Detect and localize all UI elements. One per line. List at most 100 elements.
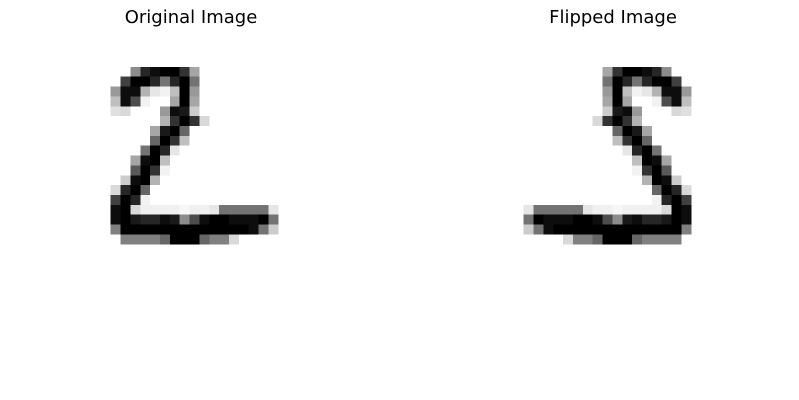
flipped-pixel xyxy=(651,155,662,166)
original-pixel xyxy=(189,204,200,215)
original-pixel xyxy=(120,106,131,117)
original-pixel xyxy=(110,106,121,117)
flipped-pixel xyxy=(671,195,682,205)
flipped-pixel xyxy=(651,195,662,205)
flipped-pixel xyxy=(632,135,642,146)
original-pixel xyxy=(150,155,160,166)
flipped-pixel xyxy=(602,96,613,107)
flipped-image xyxy=(523,66,692,245)
original-pixel xyxy=(169,66,180,77)
flipped-pixel xyxy=(651,185,662,195)
flipped-pixel xyxy=(602,224,613,235)
flipped-pixel xyxy=(523,204,534,215)
flipped-image-title: Flipped Image xyxy=(549,7,677,28)
flipped-pixel xyxy=(632,126,642,136)
flipped-pixel xyxy=(523,214,534,225)
original-pixel xyxy=(110,195,121,205)
flipped-pixel xyxy=(661,224,672,235)
flipped-pixel xyxy=(612,106,623,117)
original-pixel xyxy=(140,165,151,176)
flipped-pixel xyxy=(622,126,633,136)
original-pixel xyxy=(150,135,160,146)
original-pixel xyxy=(150,234,160,245)
original-image xyxy=(110,66,279,245)
flipped-pixel xyxy=(602,66,613,77)
original-pixel xyxy=(160,116,170,126)
original-pixel xyxy=(130,165,141,176)
flipped-pixel xyxy=(671,224,682,235)
original-pixel xyxy=(120,224,131,235)
flipped-pixel xyxy=(671,234,682,245)
original-pixel xyxy=(229,224,239,235)
flipped-pixel xyxy=(592,116,603,126)
flipped-pixel xyxy=(612,214,623,225)
original-pixel xyxy=(199,234,210,245)
flipped-pixel xyxy=(681,86,692,97)
original-pixel xyxy=(130,96,141,107)
original-pixel xyxy=(169,76,180,87)
original-pixel xyxy=(110,204,121,215)
flipped-pixel xyxy=(592,214,603,225)
flipped-pixel xyxy=(632,66,642,77)
flipped-pixel xyxy=(632,86,642,97)
original-pixel xyxy=(150,76,160,87)
flipped-pixel xyxy=(671,106,682,117)
flipped-pixel xyxy=(573,204,583,215)
original-pixel xyxy=(268,214,279,225)
original-pixel xyxy=(179,96,190,107)
flipped-pixel xyxy=(642,155,652,166)
original-pixel xyxy=(130,76,141,87)
original-pixel xyxy=(130,214,141,225)
flipped-pixel xyxy=(681,204,692,215)
original-pixel xyxy=(160,76,170,87)
flipped-pixel xyxy=(661,165,672,176)
flipped-pixel xyxy=(632,165,642,176)
original-pixel xyxy=(160,106,170,117)
flipped-pixel xyxy=(622,96,633,107)
flipped-pixel xyxy=(543,224,554,235)
original-pixel xyxy=(140,204,151,215)
flipped-pixel xyxy=(612,76,623,87)
original-pixel xyxy=(160,214,170,225)
flipped-pixel xyxy=(563,224,573,235)
flipped-pixel xyxy=(573,224,583,235)
flipped-pixel xyxy=(661,204,672,215)
flipped-pixel xyxy=(671,214,682,225)
flipped-pixel xyxy=(642,86,652,97)
original-pixel xyxy=(238,224,249,235)
original-pixel xyxy=(169,224,180,235)
original-pixel xyxy=(130,185,141,195)
original-pixel xyxy=(169,86,180,97)
flipped-pixel xyxy=(523,224,534,235)
original-pixel xyxy=(179,224,190,235)
original-pixel xyxy=(110,96,121,107)
flipped-pixel xyxy=(632,106,642,117)
flipped-pixel xyxy=(642,135,652,146)
original-pixel xyxy=(189,96,200,107)
flipped-pixel xyxy=(612,86,623,97)
original-pixel xyxy=(219,214,229,225)
flipped-pixel xyxy=(642,224,652,235)
flipped-pixel xyxy=(612,224,623,235)
original-pixel xyxy=(169,116,180,126)
flipped-pixel xyxy=(602,214,613,225)
original-pixel xyxy=(189,116,200,126)
flipped-pixel xyxy=(651,204,662,215)
original-pixel xyxy=(150,224,160,235)
original-pixel xyxy=(258,214,269,225)
original-pixel xyxy=(140,76,151,87)
flipped-pixel xyxy=(651,175,662,186)
flipped-pixel xyxy=(632,214,642,225)
flipped-pixel xyxy=(651,224,662,235)
original-pixel xyxy=(140,224,151,235)
original-pixel xyxy=(130,66,141,77)
original-pixel xyxy=(110,86,121,97)
flipped-pixel xyxy=(612,116,623,126)
flipped-pixel xyxy=(642,234,652,245)
original-pixel xyxy=(140,145,151,156)
original-pixel xyxy=(120,234,131,245)
original-pixel xyxy=(120,86,131,97)
flipped-pixel xyxy=(543,214,554,225)
original-pixel xyxy=(160,204,170,215)
